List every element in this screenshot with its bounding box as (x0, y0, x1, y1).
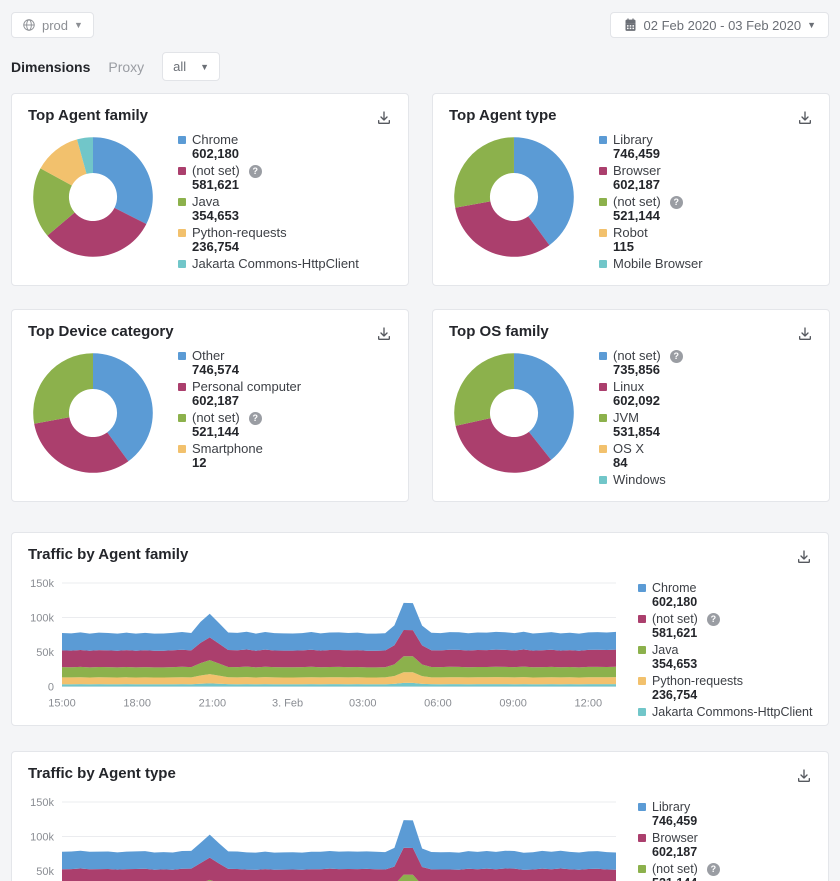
svg-text:100k: 100k (30, 613, 54, 625)
svg-text:50k: 50k (36, 866, 54, 878)
svg-text:100k: 100k (30, 832, 54, 844)
svg-text:12:00: 12:00 (575, 698, 603, 710)
svg-text:18:00: 18:00 (123, 698, 151, 710)
svg-text:09:00: 09:00 (499, 698, 527, 710)
svg-text:15:00: 15:00 (48, 698, 76, 710)
svg-text:150k: 150k (30, 797, 54, 809)
svg-text:21:00: 21:00 (199, 698, 227, 710)
svg-text:150k: 150k (30, 578, 54, 590)
svg-text:3. Feb: 3. Feb (272, 698, 303, 710)
svg-text:50k: 50k (36, 647, 54, 659)
svg-text:03:00: 03:00 (349, 698, 377, 710)
svg-text:0: 0 (48, 682, 54, 694)
svg-text:06:00: 06:00 (424, 698, 452, 710)
